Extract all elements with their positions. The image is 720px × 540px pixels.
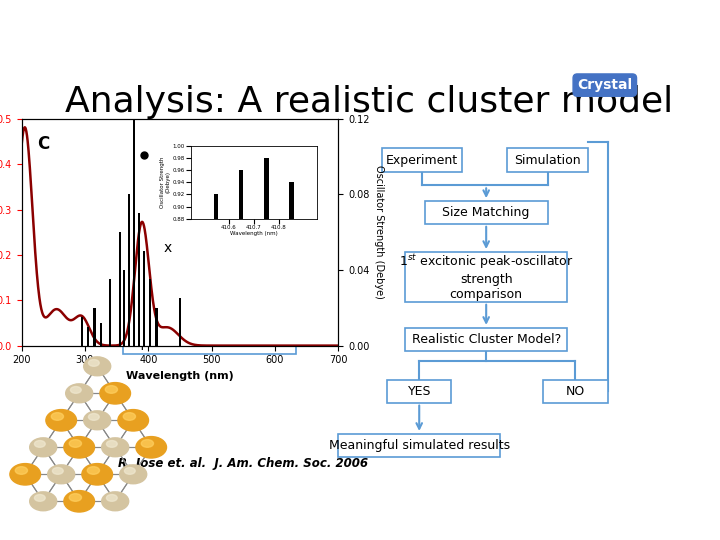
Ellipse shape	[71, 387, 81, 393]
Ellipse shape	[66, 384, 93, 403]
Ellipse shape	[141, 440, 153, 447]
Bar	[81, 317, 83, 346]
FancyBboxPatch shape	[405, 328, 567, 350]
Text: x: x	[163, 241, 171, 255]
Ellipse shape	[105, 386, 117, 393]
Text: Absorption is structure correlated: Absorption is structure correlated	[105, 337, 315, 350]
Bar	[149, 279, 151, 346]
X-axis label: Wavelength (nm): Wavelength (nm)	[126, 371, 234, 381]
Y-axis label: Oscillator Strength (Debye): Oscillator Strength (Debye)	[374, 165, 384, 299]
Ellipse shape	[53, 468, 63, 474]
Ellipse shape	[69, 494, 81, 501]
Bar	[109, 279, 112, 346]
Ellipse shape	[35, 441, 45, 447]
Ellipse shape	[64, 436, 94, 458]
FancyBboxPatch shape	[425, 201, 547, 224]
Bar	[239, 170, 243, 540]
FancyBboxPatch shape	[387, 380, 451, 403]
Ellipse shape	[84, 357, 111, 376]
Ellipse shape	[51, 413, 63, 420]
Ellipse shape	[84, 411, 111, 430]
Ellipse shape	[107, 441, 117, 447]
Text: Realistic Cluster Model?: Realistic Cluster Model?	[412, 333, 561, 346]
Ellipse shape	[69, 440, 81, 447]
Ellipse shape	[10, 463, 40, 485]
Text: 1$^{st}$ excitonic peak-oscillator
strength
comparison: 1$^{st}$ excitonic peak-oscillator stren…	[399, 253, 573, 301]
Bar	[143, 251, 145, 346]
Ellipse shape	[30, 438, 57, 457]
Bar	[94, 308, 96, 346]
Text: Analysis: A realistic cluster model: Analysis: A realistic cluster model	[65, 85, 673, 119]
Bar	[214, 194, 218, 540]
FancyBboxPatch shape	[338, 434, 500, 457]
Ellipse shape	[125, 468, 135, 474]
Bar	[179, 298, 181, 346]
Ellipse shape	[136, 436, 166, 458]
Ellipse shape	[82, 463, 112, 485]
Ellipse shape	[123, 413, 135, 420]
Text: C: C	[37, 134, 50, 153]
Text: R. Jose et. al.  J. Am. Chem. Soc. 2006: R. Jose et. al. J. Am. Chem. Soc. 2006	[119, 457, 369, 470]
Bar	[138, 213, 140, 346]
Ellipse shape	[87, 467, 99, 474]
Text: Simulation: Simulation	[514, 154, 581, 167]
Text: Experiment: Experiment	[386, 154, 458, 167]
Ellipse shape	[48, 465, 75, 484]
FancyBboxPatch shape	[405, 252, 567, 302]
Bar	[289, 183, 294, 540]
Bar	[123, 270, 125, 346]
Ellipse shape	[64, 490, 94, 512]
Ellipse shape	[46, 409, 76, 431]
FancyBboxPatch shape	[124, 333, 297, 354]
Ellipse shape	[102, 492, 129, 511]
Ellipse shape	[102, 438, 129, 457]
Bar	[156, 308, 158, 346]
Bar	[99, 323, 102, 346]
Ellipse shape	[118, 409, 148, 431]
Text: Crystal: Crystal	[577, 78, 632, 92]
Text: YES: YES	[408, 384, 431, 397]
Ellipse shape	[120, 465, 147, 484]
Ellipse shape	[35, 495, 45, 501]
FancyBboxPatch shape	[507, 148, 588, 172]
X-axis label: Wavelength (nm): Wavelength (nm)	[230, 231, 278, 237]
Ellipse shape	[89, 360, 99, 366]
Bar	[128, 194, 130, 346]
FancyBboxPatch shape	[544, 380, 608, 403]
Ellipse shape	[89, 414, 99, 420]
Text: NO: NO	[566, 384, 585, 397]
Text: Meaningful simulated results: Meaningful simulated results	[328, 439, 510, 452]
Text: Size Matching: Size Matching	[443, 206, 530, 219]
Bar	[87, 327, 89, 346]
Ellipse shape	[107, 495, 117, 501]
Bar	[133, 119, 135, 346]
Ellipse shape	[100, 382, 130, 404]
Bar	[264, 158, 269, 540]
Ellipse shape	[30, 492, 57, 511]
Bar	[119, 232, 121, 346]
Y-axis label: Oscillator Strength
(Debye): Oscillator Strength (Debye)	[160, 157, 171, 208]
FancyBboxPatch shape	[382, 148, 462, 172]
Ellipse shape	[15, 467, 27, 474]
